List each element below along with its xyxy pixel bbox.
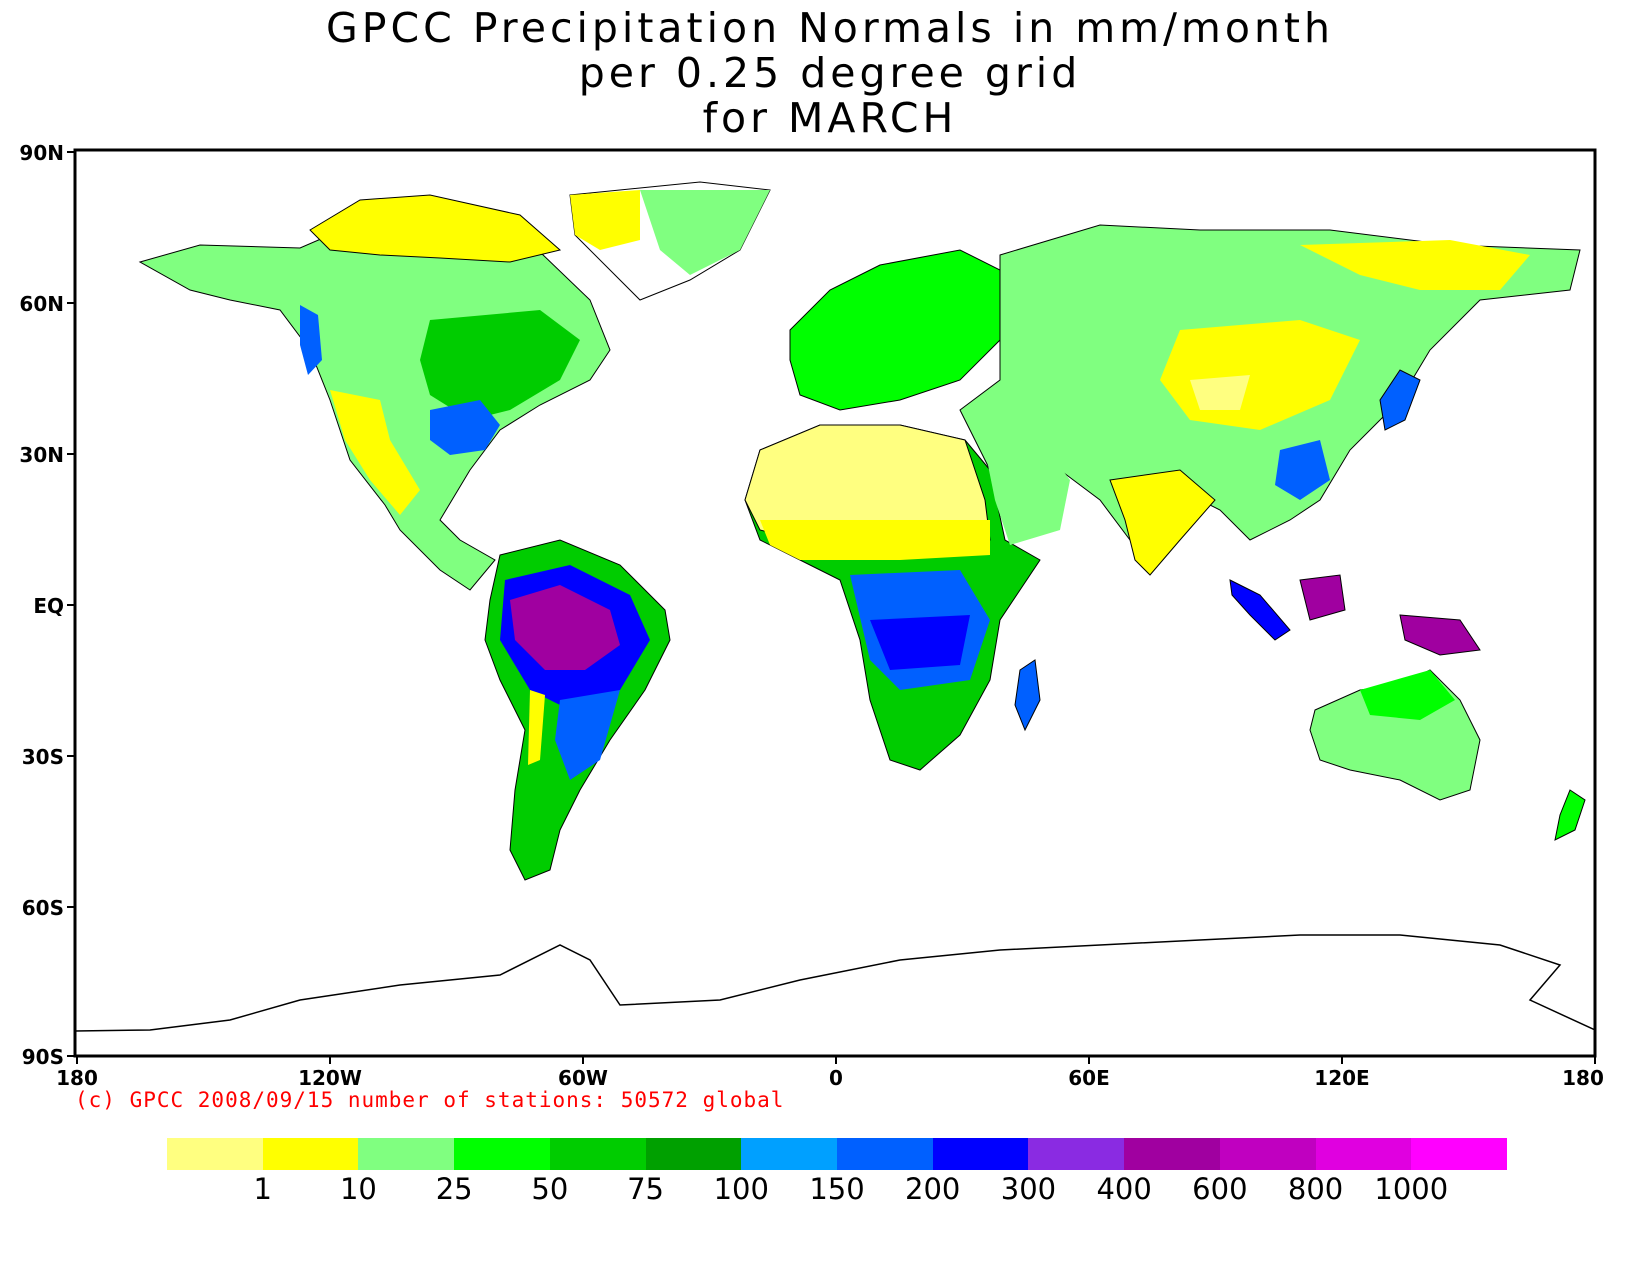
north-america-southwest-dry (330, 390, 420, 515)
legend-label: 1 (253, 1172, 272, 1206)
australia-north-wet (1360, 670, 1455, 720)
x-tick-0: 0 (829, 1066, 843, 1090)
legend-label: 400 (1096, 1172, 1152, 1206)
indonesia-sumatra (1229, 579, 1291, 641)
sahel-dry (760, 520, 990, 560)
indonesia-borneo (1299, 574, 1346, 621)
y-tick-60s: 60S (22, 896, 64, 920)
pacific-northwest-wet (300, 305, 322, 375)
x-axis: 180 120W 60W 0 60E 120E 180 (56, 1056, 1604, 1090)
legend-swatch (1315, 1138, 1412, 1170)
legend-label: 200 (905, 1172, 961, 1206)
x-tick-60w: 60W (558, 1066, 608, 1090)
north-america-east-wet (420, 310, 580, 420)
legend-label: 150 (809, 1172, 865, 1206)
south-america-south-moderate (555, 690, 620, 780)
legend-label: 50 (531, 1172, 569, 1206)
legend-swatch (1124, 1138, 1220, 1170)
central-africa-very-wet (870, 615, 970, 670)
legend-labels: 1 10 25 50 75 100 150 200 300 400 600 800 1000 (0, 1172, 1650, 1212)
y-tick-30n: 30N (19, 443, 64, 467)
y-tick-30s: 30S (22, 745, 64, 769)
us-southeast-wet (430, 400, 500, 455)
legend-swatch (932, 1138, 1029, 1170)
x-tick-180e: 180 (1562, 1066, 1604, 1090)
siberia-dry (1300, 240, 1530, 290)
legend-swatch (549, 1138, 646, 1170)
map-title: GPCC Precipitation Normals in mm/month p… (0, 6, 1650, 141)
legend-swatch (1028, 1138, 1125, 1170)
x-tick-120e: 120E (1314, 1066, 1369, 1090)
legend-swatch (262, 1138, 359, 1170)
antarctica-outline (75, 934, 1595, 1032)
title-line-3: for MARCH (702, 94, 958, 142)
legend-swatch (167, 1138, 263, 1170)
india (1109, 469, 1216, 576)
europe-landmass (789, 249, 1001, 411)
legend-label: 10 (339, 1172, 377, 1206)
x-tick-180w: 180 (56, 1066, 98, 1090)
y-tick-90n: 90N (19, 141, 64, 165)
legend-label: 800 (1287, 1172, 1344, 1206)
legend-label: 1000 (1374, 1172, 1449, 1206)
legend-swatch (1219, 1138, 1316, 1170)
y-axis: 90N 60N 30N EQ 30S 60S 90S (19, 141, 75, 1069)
amazon-core-very-wet (510, 585, 620, 670)
atacama-dry (528, 690, 545, 765)
color-legend (167, 1138, 1508, 1170)
legend-swatch (358, 1138, 455, 1170)
greenland-coast (640, 190, 770, 275)
legend-swatch (645, 1138, 742, 1170)
madagascar (1014, 659, 1041, 732)
legend-swatch (1411, 1138, 1508, 1170)
title-line-2: per 0.25 degree grid (578, 49, 1082, 97)
greenland-north-dry (570, 190, 640, 250)
south-china-wet (1275, 440, 1330, 500)
legend-swatch (837, 1138, 933, 1170)
legend-swatch (454, 1138, 550, 1170)
arctic-archipelago (309, 194, 562, 263)
legend-label: 100 (713, 1172, 769, 1206)
new-zealand (1554, 789, 1586, 841)
y-tick-60n: 60N (19, 292, 64, 316)
x-tick-120w: 120W (298, 1066, 362, 1090)
x-tick-60e: 60E (1068, 1066, 1110, 1090)
arabia-dry (985, 440, 1070, 545)
map-body (75, 181, 1595, 1032)
legend-label: 75 (627, 1172, 665, 1206)
mongolia-gobi-very-dry (1190, 375, 1250, 410)
japan (1379, 369, 1421, 431)
legend-label: 300 (1000, 1172, 1057, 1206)
legend-label: 600 (1192, 1172, 1248, 1206)
copyright-credit: (c) GPCC 2008/09/15 number of stations: … (75, 1088, 785, 1112)
new-guinea (1399, 614, 1481, 656)
y-tick-eq: EQ (33, 594, 64, 618)
y-tick-90s: 90S (22, 1045, 64, 1069)
title-line-1: GPCC Precipitation Normals in mm/month (326, 4, 1334, 52)
legend-label: 25 (435, 1172, 473, 1206)
legend-swatch (741, 1138, 838, 1170)
